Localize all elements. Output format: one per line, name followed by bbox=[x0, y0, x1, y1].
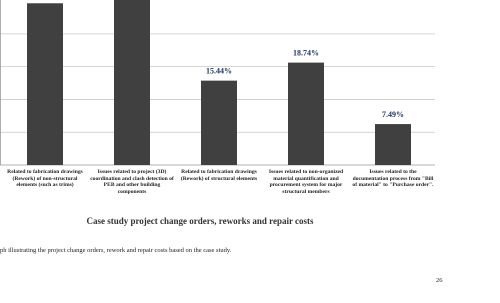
page-number: 26 bbox=[436, 277, 443, 284]
value-label: 15.44% bbox=[206, 67, 232, 76]
bar bbox=[27, 3, 63, 165]
bar bbox=[288, 62, 324, 166]
caption: ph illustrating the project change order… bbox=[0, 247, 232, 254]
x-tick-label: Issues related to non-organized material… bbox=[268, 169, 344, 196]
chart-title: Case study project change orders, rework… bbox=[86, 216, 314, 226]
bar bbox=[201, 80, 237, 165]
x-tick-label: Issues related to the documentation proc… bbox=[352, 169, 434, 189]
value-label: 7.49% bbox=[382, 110, 404, 119]
x-tick-label: Related to fabrication drawings (Rework)… bbox=[7, 169, 83, 189]
chart: 15.44% 18.74% 7.49% bbox=[0, 0, 435, 166]
x-tick-label: Related to fabrication drawings (Rework)… bbox=[180, 169, 258, 182]
value-label: 18.74% bbox=[293, 49, 319, 58]
bar bbox=[114, 0, 150, 166]
x-tick-label: Issues related to project (3D) coordinat… bbox=[90, 169, 174, 196]
bar bbox=[375, 124, 411, 165]
